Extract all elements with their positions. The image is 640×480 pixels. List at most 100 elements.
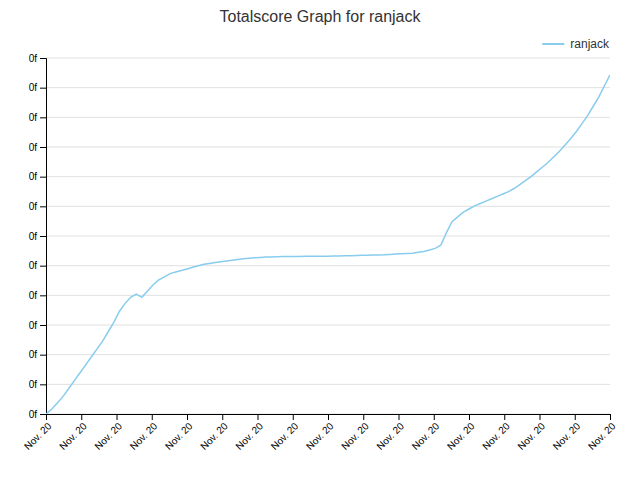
series-group — [46, 75, 610, 414]
series-line — [46, 75, 610, 414]
x-tick-mark — [575, 414, 576, 420]
x-tick: Nov. 20 — [163, 414, 195, 452]
y-tick: 0f — [29, 142, 46, 153]
x-tick-label: Nov. 20 — [57, 420, 89, 452]
y-tick: 0f — [29, 231, 46, 242]
y-tick: 0f — [29, 171, 46, 182]
x-tick-label: Nov. 20 — [586, 420, 618, 452]
legend-swatch — [542, 43, 564, 45]
x-tick-label: Nov. 20 — [445, 420, 477, 452]
y-tick-label: 0f — [29, 320, 38, 331]
y-tick-label: 0f — [29, 409, 38, 420]
x-axis-line — [47, 415, 611, 421]
x-tick: Nov. 20 — [339, 414, 371, 452]
grid-line — [46, 87, 610, 88]
x-tick-label: Nov. 20 — [233, 420, 265, 452]
y-tick-mark — [40, 384, 46, 385]
y-tick-label: 0f — [29, 349, 38, 360]
legend-label: ranjack — [570, 37, 610, 51]
title: Totalscore Graph for ranjack — [220, 8, 422, 25]
y-tick-mark — [40, 147, 46, 148]
y-tick-label: 0f — [29, 260, 38, 271]
x-tick: Nov. 20 — [128, 414, 160, 452]
x-tick-mark — [504, 414, 505, 420]
x-tick-label: Nov. 20 — [480, 420, 512, 452]
y-tick-mark — [40, 88, 46, 89]
y-tick-label: 0f — [29, 231, 38, 242]
x-tick-label: Nov. 20 — [22, 420, 54, 452]
y-tick-mark — [40, 177, 46, 178]
grid-line — [46, 117, 610, 118]
grid — [46, 58, 610, 414]
x-tick-label: Nov. 20 — [551, 420, 583, 452]
grid-line — [46, 265, 610, 266]
y-tick-mark — [40, 355, 46, 356]
x-tick: Nov. 20 — [22, 414, 54, 452]
x-tick-mark — [363, 414, 364, 420]
x-tick: Nov. 20 — [445, 414, 477, 452]
y-tick: 0f — [29, 260, 46, 271]
x-tick-mark — [399, 414, 400, 420]
y-tick: 0f — [29, 349, 46, 360]
x-tick: Nov. 20 — [551, 414, 583, 452]
x-tick: Nov. 20 — [515, 414, 547, 452]
y-tick: 0f — [29, 379, 46, 390]
y-tick-label: 0f — [29, 290, 38, 301]
x-tick-label: Nov. 20 — [374, 420, 406, 452]
grid-line — [46, 176, 610, 177]
y-tick: 0f — [29, 112, 46, 123]
x-tick-label: Nov. 20 — [515, 420, 547, 452]
x-tick-mark — [81, 414, 82, 420]
y-tick: 0f — [29, 201, 46, 212]
x-tick: Nov. 20 — [374, 414, 406, 452]
x-tick-mark — [293, 414, 294, 420]
x-tick: Nov. 20 — [198, 414, 230, 452]
x-tick-mark — [469, 414, 470, 420]
x-tick: Nov. 20 — [233, 414, 265, 452]
x-tick-mark — [328, 414, 329, 420]
x-tick-label: Nov. 20 — [339, 420, 371, 452]
y-tick-label: 0f — [29, 53, 38, 64]
grid-line — [46, 58, 610, 59]
x-tick-label: Nov. 20 — [304, 420, 336, 452]
y-tick-mark — [40, 117, 46, 118]
plot: Nov. 20Nov. 20Nov. 20Nov. 20Nov. 20Nov. … — [22, 53, 618, 452]
y-tick-mark — [40, 58, 46, 59]
legend-item: ranjack — [542, 37, 610, 51]
legend: ranjack — [542, 37, 610, 51]
chart: Nov. 20Nov. 20Nov. 20Nov. 20Nov. 20Nov. … — [0, 0, 640, 480]
x-tick: Nov. 20 — [410, 414, 442, 452]
x-tick-label: Nov. 20 — [269, 420, 301, 452]
grid-line — [46, 325, 610, 326]
y-tick-label: 0f — [29, 112, 38, 123]
x-tick: Nov. 20 — [57, 414, 89, 452]
y-tick-label: 0f — [29, 379, 38, 390]
y-tick: 0f — [29, 82, 46, 93]
grid-line — [46, 354, 610, 355]
x-tick-mark — [540, 414, 541, 420]
y-tick-label: 0f — [29, 142, 38, 153]
grid-line — [46, 147, 610, 148]
x-tick-label: Nov. 20 — [163, 420, 195, 452]
x-tick: Nov. 20 — [480, 414, 512, 452]
grid-line — [46, 295, 610, 296]
x-tick-label: Nov. 20 — [128, 420, 160, 452]
x-tick: Nov. 20 — [269, 414, 301, 452]
grid-line — [46, 206, 610, 207]
y-tick-label: 0f — [29, 201, 38, 212]
x-tick-label: Nov. 20 — [198, 420, 230, 452]
y-tick-mark — [40, 295, 46, 296]
x-tick-mark — [152, 414, 153, 420]
x-tick-mark — [258, 414, 259, 420]
x-tick-mark — [222, 414, 223, 420]
x-tick-mark — [117, 414, 118, 420]
y-tick-mark — [40, 266, 46, 267]
y-tick: 0f — [29, 320, 46, 331]
x-tick-label: Nov. 20 — [410, 420, 442, 452]
y-tick-label: 0f — [29, 171, 38, 182]
y-tick-mark — [40, 206, 46, 207]
x-tick: Nov. 20 — [92, 414, 124, 452]
y-tick: 0f — [29, 290, 46, 301]
x-tick-mark — [187, 414, 188, 420]
grid-line — [46, 384, 610, 385]
